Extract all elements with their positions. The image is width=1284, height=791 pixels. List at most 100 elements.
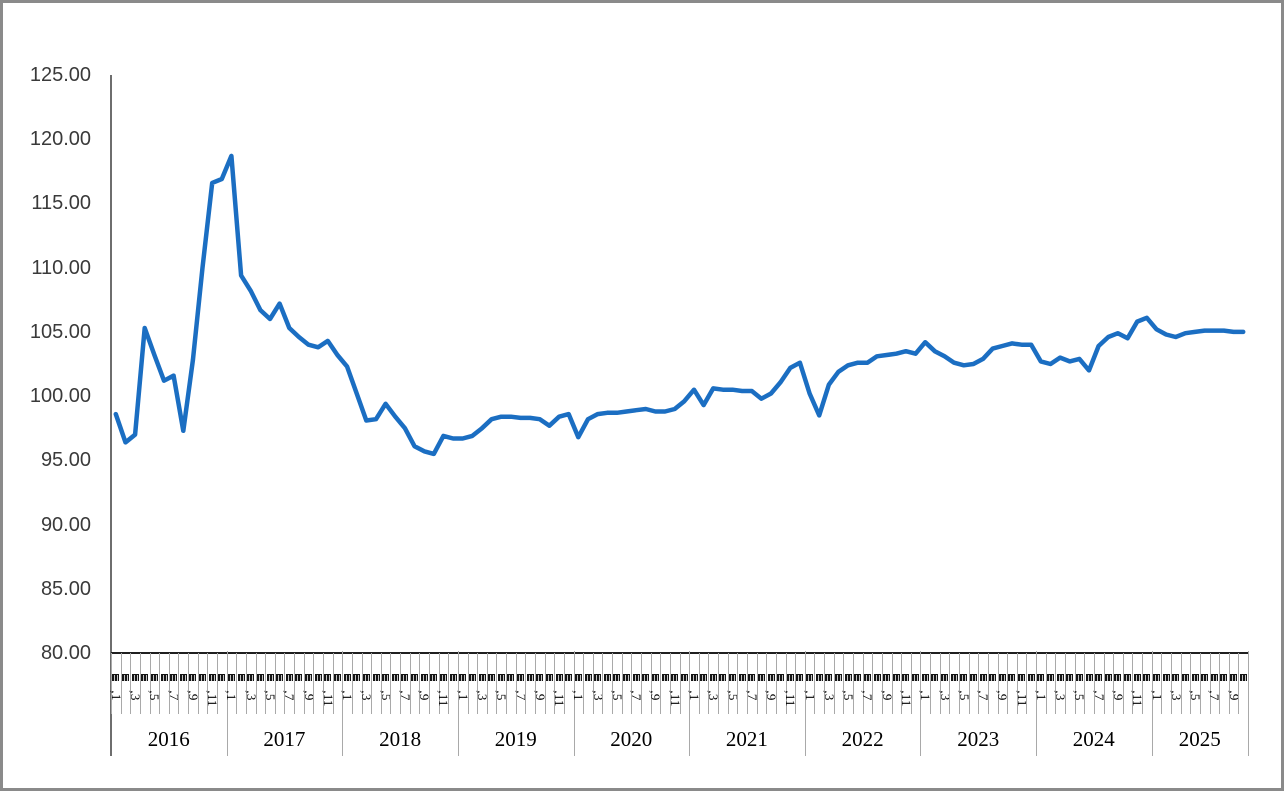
- month-label-glyph: [420, 674, 428, 681]
- month-label-glyph: [1037, 674, 1045, 681]
- month-label-glyph: [1056, 674, 1064, 681]
- month-label-glyph: [517, 674, 524, 681]
- month-tick: [563, 653, 565, 714]
- month-tick: [583, 653, 585, 714]
- year-separator: [1248, 651, 1249, 756]
- month-label-glyph: [748, 674, 756, 681]
- month-tick: [775, 653, 777, 714]
- month-tick: [612, 653, 614, 714]
- month-tick: [920, 653, 922, 714]
- month-tick-label: ‚7: [1207, 689, 1223, 701]
- month-label-glyph: [815, 674, 823, 681]
- plot-svg: [113, 153, 1246, 457]
- month-tick: [679, 653, 681, 714]
- month-label-glyph: [661, 674, 669, 681]
- month-tick: [756, 653, 758, 714]
- month-label-glyph: [835, 674, 842, 681]
- month-label-glyph: [1172, 674, 1180, 681]
- month-label-glyph: [179, 674, 187, 681]
- month-label-glyph: [969, 674, 977, 681]
- month-tick: [987, 653, 989, 714]
- month-tick-label: ‚5: [494, 689, 510, 701]
- month-tick: [1180, 653, 1182, 714]
- month-tick: [669, 653, 671, 714]
- month-tick: [1161, 653, 1163, 714]
- month-tick: [429, 653, 430, 714]
- month-tick: [265, 653, 267, 714]
- month-label-glyph: [863, 674, 871, 681]
- month-tick: [1228, 653, 1230, 714]
- month-tick: [1074, 653, 1076, 714]
- y-axis-tick-label: 105.00: [29, 320, 91, 343]
- month-label-glyph: [208, 674, 216, 681]
- month-label-glyph: [844, 674, 852, 681]
- month-tick: [689, 653, 691, 714]
- y-axis-tick-label: 125.00: [29, 64, 91, 86]
- month-label-glyph: [1018, 674, 1026, 681]
- month-label-glyph: [902, 674, 910, 681]
- month-label-glyph: [131, 674, 139, 681]
- month-label-glyph: [680, 674, 688, 681]
- month-label-glyph: [459, 674, 467, 681]
- month-label-glyph: [921, 674, 929, 681]
- month-tick: [968, 653, 970, 714]
- year-label: 2022: [841, 727, 884, 751]
- year-label: 2019: [494, 727, 537, 751]
- month-label-glyph: [150, 674, 158, 681]
- month-tick: [824, 653, 825, 714]
- month-label-glyph: [545, 674, 553, 681]
- month-tick: [1064, 653, 1066, 714]
- y-axis-line: [109, 75, 112, 756]
- month-label-glyph: [439, 674, 447, 681]
- month-tick: [130, 653, 132, 714]
- month-label-glyph: [189, 674, 197, 681]
- month-tick: [544, 653, 546, 714]
- month-tick: [746, 653, 748, 714]
- month-label-glyph: [825, 674, 833, 681]
- month-label-glyph: [276, 674, 284, 681]
- month-label-glyph: [401, 674, 409, 681]
- month-label-glyph: [430, 674, 438, 681]
- month-tick: [1016, 653, 1018, 714]
- year-label: 2021: [725, 727, 768, 751]
- y-axis-tick-label: 100.00: [29, 385, 91, 408]
- month-label-glyph: [237, 674, 245, 681]
- month-tick: [303, 653, 305, 714]
- month-tick: [217, 653, 218, 714]
- month-label-glyph: [1124, 674, 1132, 681]
- month-label-glyph: [796, 674, 804, 681]
- month-tick: [650, 653, 652, 714]
- month-tick: [997, 653, 999, 714]
- month-label-glyph: [574, 674, 582, 681]
- month-label-glyph: [324, 674, 332, 681]
- month-label-glyph: [256, 674, 264, 681]
- month-tick: [804, 653, 806, 714]
- month-label-glyph: [594, 674, 602, 681]
- month-label-glyph: [979, 674, 987, 681]
- month-label-glyph: [199, 674, 206, 681]
- month-tick: [881, 653, 883, 714]
- month-tick: [1026, 653, 1028, 714]
- month-tick: [313, 653, 315, 714]
- month-label-glyph: [998, 674, 1006, 681]
- month-tick: [1122, 653, 1124, 714]
- month-tick: [708, 653, 710, 714]
- month-label-glyph: [623, 674, 630, 681]
- month-label-glyph: [642, 674, 650, 681]
- month-tick: [342, 653, 344, 714]
- month-tick: [159, 653, 161, 714]
- month-tick: [255, 653, 257, 714]
- y-axis-tick-label: 80.00: [40, 642, 91, 664]
- month-label-glyph: [565, 674, 573, 681]
- month-label-glyph: [777, 674, 785, 681]
- month-tick: [448, 653, 450, 714]
- month-tick: [891, 653, 893, 714]
- month-label-glyph: [449, 674, 457, 681]
- month-tick: [197, 653, 199, 714]
- month-label-glyph: [613, 674, 621, 681]
- month-tick-label: ‚11: [783, 689, 799, 707]
- year-label: 2024: [1072, 727, 1115, 751]
- month-tick: [939, 653, 941, 714]
- month-tick: [506, 653, 508, 714]
- month-label-glyph: [1008, 674, 1016, 681]
